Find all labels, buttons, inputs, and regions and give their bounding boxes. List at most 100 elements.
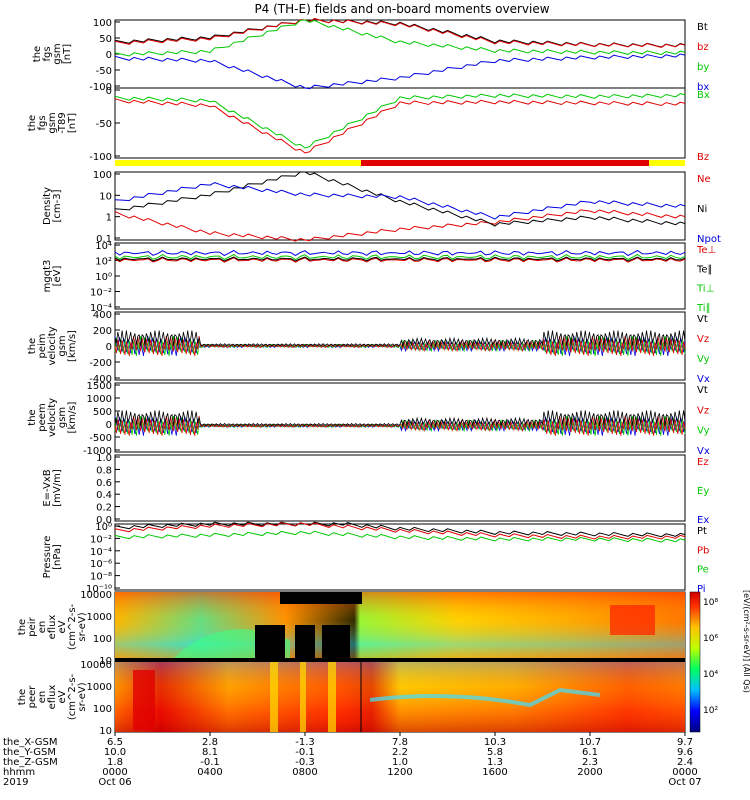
series-bx — [114, 53, 686, 90]
y-axis-label: [mV/m] — [52, 469, 63, 507]
legend-bz: bz — [697, 42, 709, 53]
y-tick-label: -1000 — [83, 446, 112, 457]
x-axis-value: 1.0 — [392, 757, 408, 768]
y-axis-label: peir — [27, 616, 38, 636]
y-tick-label: 0.2 — [96, 503, 112, 514]
y-axis-label: peim — [37, 333, 48, 358]
y-axis-label: [km/s] — [67, 330, 78, 362]
colorbar-tick-label: 10⁶ — [703, 634, 718, 644]
x-axis-value: 2.4 — [677, 757, 693, 768]
y-tick-label: 100 — [93, 634, 112, 645]
legend-Bz: Bz — [697, 152, 709, 163]
velocity-series — [114, 330, 686, 348]
x-axis-row-label: hhmm — [3, 767, 35, 778]
y-tick-label: 10000 — [80, 590, 112, 601]
panel-density: 100 10 1 0.1 Density [cm-3] Ne Ni Npot — [42, 170, 721, 245]
x-axis-value: Oct 06 — [98, 777, 131, 788]
y-tick-label: 0.6 — [96, 478, 112, 489]
legend-Ex: Ex — [697, 515, 709, 526]
legend-Ni: Ni — [697, 204, 707, 215]
x-axis-row-label: 2019 — [3, 777, 28, 788]
x-axis-value: 5.8 — [487, 747, 503, 758]
x-axis-row-label: the_X-GSM — [3, 737, 57, 748]
series-Bx — [114, 93, 686, 149]
y-axis-label: the — [17, 689, 28, 705]
legend-Vz: Vz — [697, 405, 709, 416]
legend-Pe: Pe — [697, 565, 709, 576]
legend-Pb: Pb — [697, 545, 709, 556]
y-axis-label: gsm — [52, 43, 63, 64]
x-axis-value: -1.3 — [295, 737, 315, 748]
y-axis-label: eV — [57, 690, 68, 703]
y-axis-label: Pressure — [42, 536, 53, 579]
velocity-series — [114, 410, 686, 428]
temperature-series — [114, 253, 686, 261]
y-tick-label: 10 — [99, 191, 112, 202]
series-Ni — [114, 171, 686, 227]
y-axis-label: (cm^2-s- — [67, 603, 78, 650]
y-tick-label: 1000 — [87, 394, 112, 405]
y-tick-label: 100 — [93, 170, 112, 181]
x-axis-value: -0.3 — [295, 757, 315, 768]
y-tick-label: 10⁻⁸ — [90, 572, 112, 583]
series-Npot — [114, 182, 686, 220]
y-tick-label: 10⁰ — [95, 522, 112, 533]
legend-Vy: Vy — [697, 354, 710, 365]
x-axis-value: -0.1 — [200, 757, 220, 768]
y-tick-label: 0.4 — [96, 490, 112, 501]
peir-spectrogram — [115, 592, 685, 662]
y-tick-label: 1000 — [87, 612, 112, 623]
y-tick-label: -100 — [89, 82, 112, 93]
x-axis-value: 9.7 — [677, 737, 693, 748]
y-tick-label: 10 — [99, 726, 112, 737]
y-axis-label: sr-eV) — [77, 682, 88, 711]
legend-Bx: Bx — [697, 90, 710, 101]
legend-Pi: Pi — [697, 584, 706, 595]
x-axis-value: 2000 — [577, 767, 602, 778]
legend-Npot: Npot — [697, 234, 721, 245]
y-tick-label: 100 — [93, 18, 112, 29]
x-axis-value: 1.3 — [487, 757, 503, 768]
y-axis-label: the — [17, 619, 28, 635]
x-axis-row-label: the_Y-GSM — [3, 747, 56, 758]
peer-spectrogram — [115, 662, 685, 732]
y-tick-label: 10⁻⁴ — [90, 303, 112, 314]
y-tick-label: 0.1 — [96, 234, 112, 245]
y-tick-label: 1500 — [87, 381, 112, 392]
y-tick-label: 1000 — [87, 682, 112, 693]
y-axis-label: mgqt3 — [42, 260, 53, 293]
x-axis-value: Oct 07 — [668, 777, 701, 788]
y-axis-label: peer — [27, 685, 38, 709]
y-tick-label: 400 — [93, 310, 112, 321]
y-tick-label: 0 — [106, 420, 112, 431]
x-axis-value: 2.3 — [582, 757, 598, 768]
y-tick-label: 200 — [93, 326, 112, 337]
series-Pe — [114, 530, 686, 543]
y-tick-label: 10⁰ — [95, 272, 112, 283]
y-axis-label: gsm — [47, 112, 58, 133]
y-axis-label: [nPa] — [52, 544, 63, 570]
colorbar: 10⁸ 10⁶ 10⁴ 10² [eV/(cm²-s-sr-eV)] (All Qs) — [689, 590, 750, 733]
y-tick-label: 50 — [99, 34, 112, 45]
y-axis-label: Density — [42, 187, 53, 225]
figure-title: P4 (TH-E) fields and on-board moments ov… — [254, 2, 549, 16]
panel-fgs-delta: 0 -50 -100 the fgs gsm -T89 [nT] Bx Bz — [27, 86, 710, 163]
x-axis-value: 10.7 — [579, 737, 601, 748]
y-tick-label: -50 — [96, 66, 112, 77]
temperature-series — [114, 257, 686, 263]
y-tick-label: 10⁻² — [90, 288, 112, 299]
y-axis-label: en — [37, 691, 48, 704]
y-axis-label: gsm — [57, 335, 68, 356]
y-axis-label: [km/s] — [67, 401, 78, 433]
y-tick-label: 1 — [106, 213, 112, 224]
x-axis-value: 2.8 — [202, 737, 218, 748]
colorbar-tick-label: 10⁸ — [703, 598, 718, 608]
legend-Bt: Bt — [697, 22, 708, 33]
legend-Ey: Ey — [697, 486, 709, 497]
y-axis-label: the — [32, 46, 43, 62]
x-axis-value: 7.8 — [392, 737, 408, 748]
y-axis-label: the — [27, 338, 38, 354]
temperature-series — [114, 249, 686, 257]
x-axis-value: 10.3 — [484, 737, 506, 748]
series-Pb — [114, 522, 686, 540]
